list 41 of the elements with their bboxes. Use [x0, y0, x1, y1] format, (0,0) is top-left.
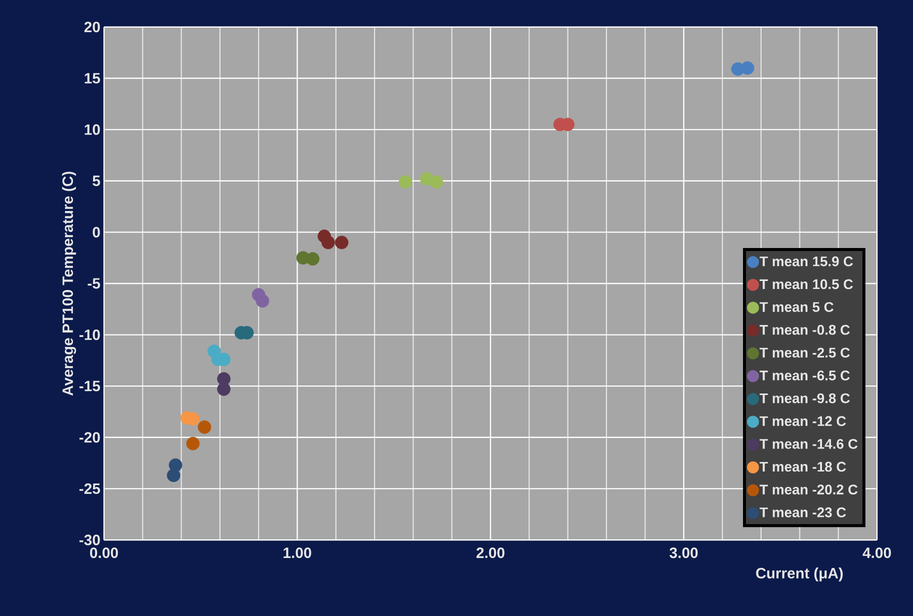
y-tick-label: -5	[88, 278, 100, 289]
legend-label: T mean -20.2 C	[760, 484, 858, 495]
legend-label: T mean 10.5 C	[760, 279, 853, 290]
y-tick-label: -20	[79, 432, 100, 443]
legend-label: T mean -14.6 C	[760, 438, 858, 449]
legend-label: T mean 5 C	[760, 302, 834, 312]
x-tick-label: 3.00	[670, 548, 698, 558]
x-axis-title: Current (μA)	[756, 568, 843, 582]
legend-label: T mean -23 C	[760, 507, 846, 518]
y-axis-title: Average PT100 Temperature (C)	[62, 172, 76, 396]
x-tick-label: 0.00	[90, 548, 118, 558]
point	[198, 420, 212, 434]
point	[306, 252, 320, 266]
x-tick-label: 1.00	[284, 548, 312, 558]
y-tick-label: -15	[79, 380, 100, 392]
point	[321, 236, 335, 250]
y-tick-label: 10	[84, 124, 100, 135]
legend-label: T mean -6.5 C	[760, 370, 850, 380]
point	[256, 294, 270, 308]
point	[430, 175, 444, 189]
y-tick-label: 0	[92, 226, 100, 238]
point	[398, 175, 412, 189]
legend-label: T mean -0.8 C	[760, 324, 850, 335]
y-tick-label: 5	[92, 176, 100, 186]
legend-label: T mean -12 C	[760, 416, 846, 426]
legend-label: T mean -18 C	[760, 462, 846, 472]
point	[186, 436, 200, 450]
point	[166, 468, 180, 482]
y-tick-label: -25	[79, 483, 100, 494]
point	[217, 382, 231, 396]
y-tick-label: -10	[79, 329, 100, 340]
y-tick-label: 15	[84, 73, 100, 84]
y-tick-label: -30	[79, 534, 100, 546]
point	[335, 236, 348, 250]
x-tick-label: 4.00	[862, 548, 891, 558]
legend-label: T mean 15.9 C	[760, 256, 853, 266]
legend-label: T mean -2.5 C	[760, 348, 850, 358]
x-tick-label: 2.00	[476, 548, 504, 558]
legend-label: T mean -9.8 C	[760, 393, 850, 404]
y-tick-label: 20	[84, 22, 100, 32]
point	[740, 61, 754, 75]
